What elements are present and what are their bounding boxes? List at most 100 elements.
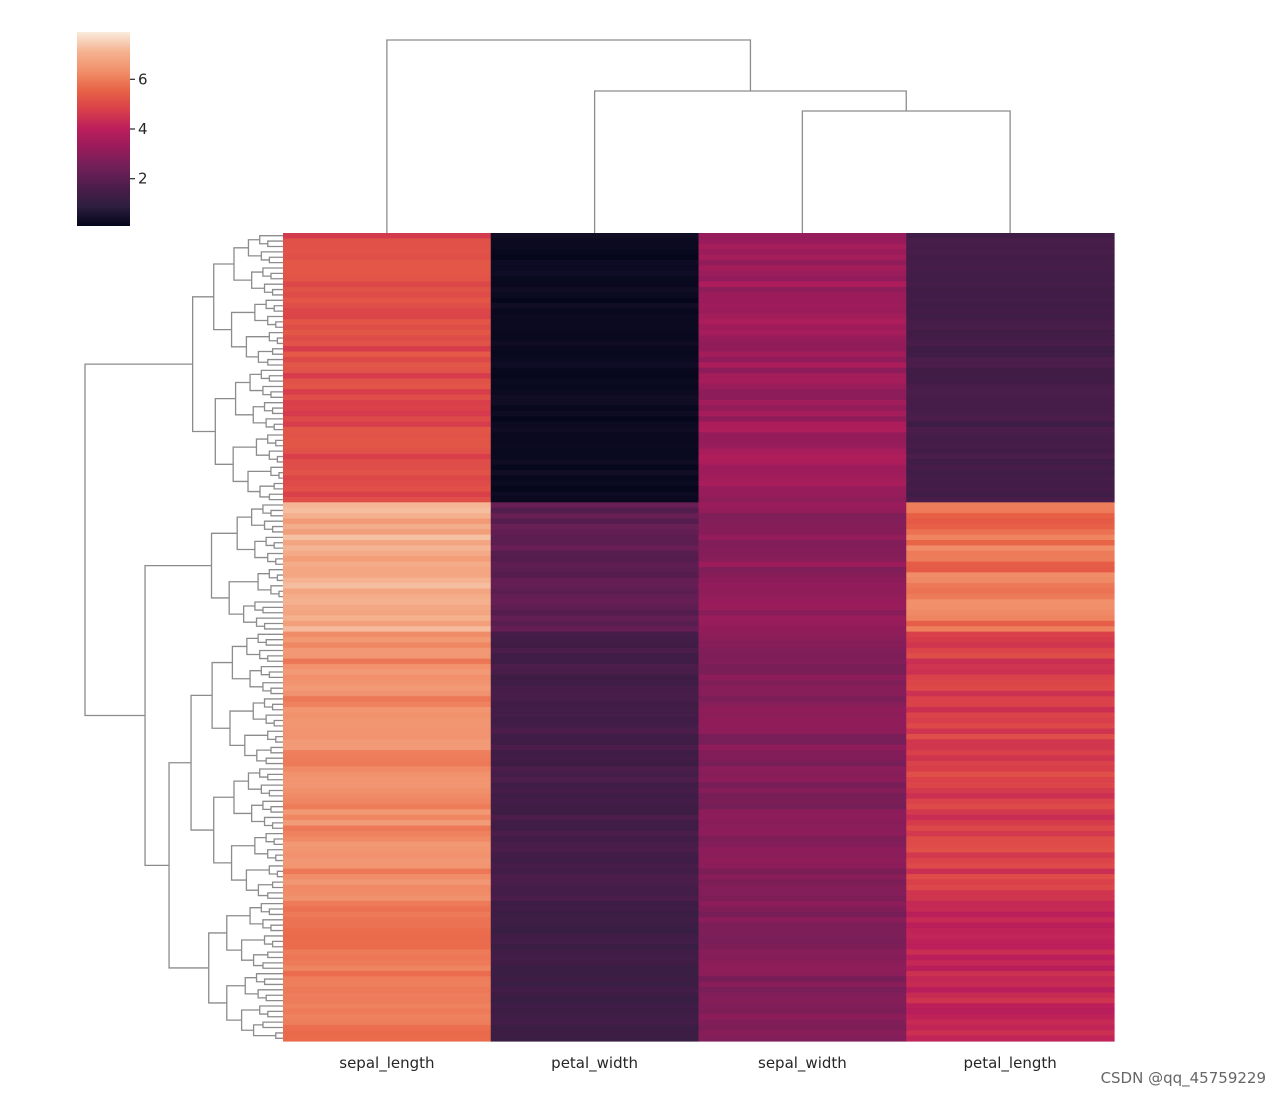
heatmap-cell	[698, 276, 907, 283]
heatmap-cell	[283, 674, 492, 681]
heatmap-cell	[490, 717, 700, 724]
heatmap-cell	[906, 1014, 1115, 1021]
heatmap-cell	[698, 944, 907, 951]
heatmap-cell	[698, 803, 907, 810]
heatmap-cell	[906, 583, 1115, 590]
heatmap-cell	[698, 486, 907, 493]
heatmap-cell	[490, 938, 700, 945]
heatmap-cell	[490, 513, 700, 520]
heatmap-cell	[283, 987, 492, 994]
heatmap-cell	[698, 653, 907, 660]
heatmap-cell	[906, 324, 1115, 331]
heatmap-cell	[906, 663, 1115, 670]
heatmap-cell	[698, 927, 907, 934]
heatmap-cell	[906, 954, 1115, 961]
heatmap-cell	[490, 653, 700, 660]
heatmap-cell	[283, 588, 492, 595]
heatmap-cell	[490, 663, 700, 670]
heatmap-cell	[283, 793, 492, 800]
heatmap-cell	[906, 680, 1115, 687]
heatmap-cell	[906, 857, 1115, 864]
heatmap-cell	[490, 976, 700, 983]
heatmap-cell	[906, 486, 1115, 493]
heatmap-cell	[490, 362, 700, 369]
heatmap-cell	[698, 270, 907, 277]
heatmap-cell	[906, 550, 1115, 557]
dendrogram-link	[275, 736, 283, 743]
dendrogram-link	[262, 919, 283, 929]
heatmap-cell	[490, 669, 700, 676]
dendrogram-link	[262, 606, 283, 614]
heatmap-cell	[490, 276, 700, 283]
heatmap-cell	[698, 663, 907, 670]
heatmap-cell	[698, 335, 907, 342]
heatmap-cell	[283, 556, 492, 563]
heatmap-cell	[283, 405, 492, 412]
heatmap-cell	[698, 820, 907, 827]
heatmap-cell	[698, 453, 907, 460]
dendrogram-link	[268, 450, 283, 460]
dendrogram-link	[260, 784, 283, 794]
heatmap-cell	[906, 453, 1115, 460]
heatmap-cell	[906, 313, 1115, 320]
heatmap-cell	[283, 960, 492, 967]
heatmap-cell	[698, 389, 907, 396]
heatmap-cell	[283, 717, 492, 724]
heatmap-cell	[490, 249, 700, 256]
heatmap-cell	[283, 696, 492, 703]
dendrogram-link	[271, 703, 283, 711]
heatmap-cell	[906, 949, 1115, 956]
dendrogram-link	[270, 585, 283, 595]
dendrogram-link	[276, 870, 283, 878]
heatmap-cell	[698, 669, 907, 676]
heatmap-cell	[490, 566, 700, 573]
dendrogram-link	[260, 902, 283, 913]
heatmap-cell	[490, 448, 700, 455]
heatmap-cell	[283, 475, 492, 482]
heatmap-cell	[283, 631, 492, 638]
heatmap-cell	[283, 389, 492, 396]
heatmap-cell	[490, 696, 700, 703]
heatmap-cell	[490, 917, 700, 924]
heatmap-cell	[283, 938, 492, 945]
heatmap-cell	[698, 329, 907, 336]
dendrogram-link	[265, 994, 283, 1002]
heatmap-cell	[698, 464, 907, 471]
heatmap-cell	[906, 863, 1115, 870]
heatmap-cell	[698, 604, 907, 611]
heatmap-cell	[698, 502, 907, 509]
heatmap-cell	[490, 1024, 700, 1031]
heatmap-cell	[698, 680, 907, 687]
heatmap-cell	[906, 340, 1115, 347]
dendrogram-link	[268, 375, 283, 382]
heatmap-cell	[698, 491, 907, 498]
heatmap-cell	[490, 346, 700, 353]
heatmap-cell	[283, 286, 492, 293]
heatmap-cell	[490, 685, 700, 692]
heatmap-cell	[283, 868, 492, 875]
heatmap-cell	[283, 803, 492, 810]
heatmap-cell	[490, 949, 700, 956]
heatmap-cell	[490, 965, 700, 972]
heatmap-cell	[490, 723, 700, 730]
dendrogram-link	[267, 892, 283, 899]
heatmap-cell	[906, 927, 1115, 934]
heatmap-cell	[490, 637, 700, 643]
watermark: CSDN @qq_45759229	[1100, 1069, 1266, 1087]
heatmap-cell	[906, 1019, 1115, 1026]
heatmap-cell	[490, 432, 700, 439]
heatmap-cell	[283, 874, 492, 880]
heatmap-cell	[283, 680, 492, 687]
heatmap-cell	[283, 814, 492, 821]
heatmap-cell	[906, 707, 1115, 714]
heatmap-cell	[906, 690, 1115, 697]
heatmap-cell	[698, 798, 907, 805]
dendrogram-link	[262, 504, 283, 514]
heatmap-cell	[698, 233, 907, 239]
heatmap-cell	[906, 351, 1115, 358]
heatmap-cell	[490, 911, 700, 918]
heatmap-cell	[490, 1019, 700, 1026]
heatmap-cell	[490, 615, 700, 622]
heatmap-cell	[906, 847, 1115, 854]
